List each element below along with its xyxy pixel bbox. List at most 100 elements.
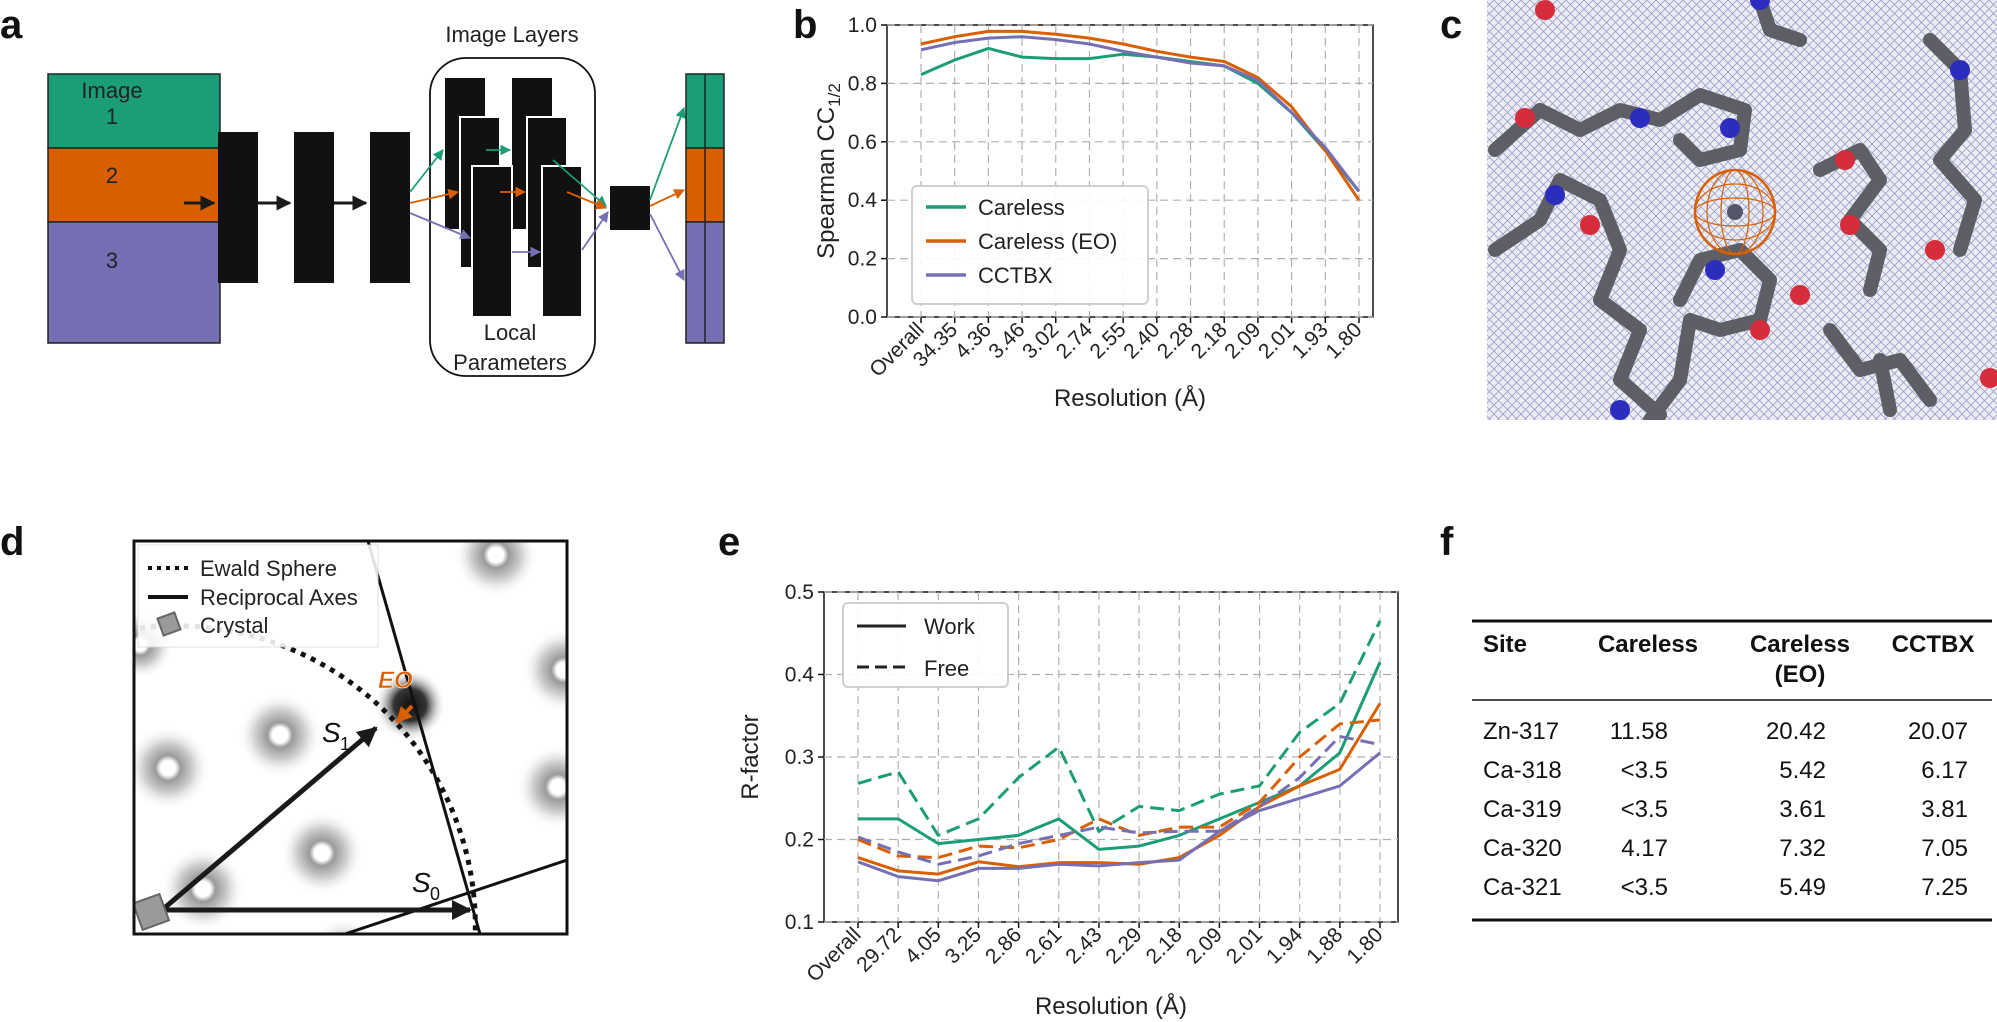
x-tick-label: 1.93 xyxy=(1288,318,1333,363)
panel-label-b: b xyxy=(793,3,817,47)
y-tick-label: 0.0 xyxy=(848,306,877,329)
legend-ewald-sphere: Ewald Sphere xyxy=(200,556,337,581)
arrow-out-green xyxy=(649,106,686,201)
eo-arrow xyxy=(395,704,414,724)
atom-markers xyxy=(1515,0,1997,420)
series-line-careless-eo-free xyxy=(857,718,1381,860)
eo-reflection-spot xyxy=(374,669,446,741)
table-cell-value: 20.07 xyxy=(1908,718,1968,745)
table-cell-value: 20.42 xyxy=(1766,718,1826,745)
table-cell-site: Ca-321 xyxy=(1483,874,1562,901)
x-tick-label: 2.09 xyxy=(1182,923,1227,968)
arrow-green-out xyxy=(552,159,607,207)
chart-e: Overall29.724.053.252.862.612.432.292.18… xyxy=(737,581,1399,1020)
chart-b: Overall34.354.363.463.022.742.552.402.28… xyxy=(813,14,1374,412)
arrow-orange-in xyxy=(409,188,460,204)
panel-label-c: c xyxy=(1440,3,1462,47)
local-params-line1: Local xyxy=(484,320,537,345)
legend-box xyxy=(911,185,1149,305)
series-line-cctbx xyxy=(920,35,1361,193)
x-tick-label: 4.05 xyxy=(901,923,946,968)
table-cell-site: Ca-318 xyxy=(1483,757,1562,784)
reflection-spot xyxy=(280,811,364,895)
table-cell-value: 4.17 xyxy=(1621,835,1668,862)
x-axis-label: Resolution (Å) xyxy=(1035,992,1187,1020)
image-layer-3a xyxy=(471,165,513,318)
s1-vector xyxy=(160,726,378,912)
zinc-ion xyxy=(1727,204,1743,220)
table-cell-value: 7.25 xyxy=(1921,874,1968,901)
legend-label: Careless xyxy=(978,195,1065,220)
table-cell-value: <3.5 xyxy=(1621,757,1668,784)
table-header-careless-eo: Careless xyxy=(1750,631,1850,658)
legend-label-free: Free xyxy=(924,656,969,681)
y-tick-label: 0.6 xyxy=(848,131,877,154)
x-tick-label: 2.18 xyxy=(1187,318,1232,363)
panel-label-d: d xyxy=(0,520,24,564)
arrow-purple-in xyxy=(409,212,471,240)
table-cell-value: 5.42 xyxy=(1779,757,1826,784)
reflection-spot xyxy=(134,726,210,810)
anomalous-density-lon-2 xyxy=(1706,169,1764,255)
x-tick-label: 2.43 xyxy=(1061,923,1106,968)
table-cell-value: 11.58 xyxy=(1610,718,1668,745)
table-cell-value: 7.05 xyxy=(1921,835,1968,862)
x-tick-label: 2.40 xyxy=(1119,318,1164,363)
table-body: Zn-317 11.58 20.42 20.07 Ca-318 <3.5 5.42 6.17 C… xyxy=(1483,718,1968,901)
reflection-spot xyxy=(238,693,322,777)
table-cell-value: 3.61 xyxy=(1779,796,1826,823)
reflection-spot xyxy=(522,628,567,712)
y-tick-label: 0.5 xyxy=(785,581,814,604)
table-cell-value: 7.32 xyxy=(1779,835,1826,862)
table-header-careless: Careless xyxy=(1598,631,1698,658)
reciprocal-axis-2 xyxy=(344,858,567,934)
x-tick-label: 2.01 xyxy=(1254,318,1299,363)
image-stack-block-2 xyxy=(47,147,221,223)
table-cell-site: Ca-319 xyxy=(1483,796,1562,823)
panel-label-e: e xyxy=(718,520,740,564)
s1-label: S xyxy=(322,717,341,748)
image-stack-label-3: 3 xyxy=(106,248,118,273)
s0-label: S xyxy=(412,867,431,898)
y-tick-label: 0.8 xyxy=(848,72,877,95)
panel-a-diagram: Image 1 2 3 Image Layers Local Parameter… xyxy=(47,22,725,377)
legend-label-work: Work xyxy=(924,614,976,639)
image-stack-block-3 xyxy=(47,221,221,344)
s1-subscript: 1 xyxy=(340,734,350,754)
reflection-spot xyxy=(516,745,567,829)
y-axis-label: R-factor xyxy=(737,714,764,799)
arrow-out-purple xyxy=(649,213,685,281)
crystal-marker xyxy=(134,892,171,932)
network-layer-1 xyxy=(218,132,258,283)
output-layer xyxy=(610,186,650,230)
image-layer-3b xyxy=(541,165,583,318)
y-tick-label: 0.2 xyxy=(785,829,814,852)
series-line-careless-eo- xyxy=(920,29,1361,202)
x-tick-label: 1.80 xyxy=(1321,318,1366,363)
legend-reciprocal-axes: Reciprocal Axes xyxy=(200,585,358,610)
image-stack-label-2: 2 xyxy=(106,163,118,188)
y-axis-label: Spearman CC1/2 xyxy=(813,83,844,259)
table-cell-site: Ca-320 xyxy=(1483,835,1562,862)
panel-d-frame xyxy=(132,539,569,936)
series-line-cctbx-work xyxy=(857,751,1381,883)
table-cell-site: Zn-317 xyxy=(1483,718,1559,745)
x-tick-label: 2.29 xyxy=(1101,923,1146,968)
residue-sticks xyxy=(1488,0,1982,420)
image-layers-box xyxy=(429,57,596,377)
x-tick-label: 1.88 xyxy=(1302,923,1347,968)
image-stack-block-1 xyxy=(47,73,221,149)
x-tick-label: 2.28 xyxy=(1153,318,1198,363)
y-tick-label: 0.2 xyxy=(848,248,877,271)
series-line-careless-free xyxy=(857,620,1382,837)
network-layer-2 xyxy=(294,132,334,283)
legend-crystal-sample xyxy=(156,611,182,637)
x-tick-label: 2.61 xyxy=(1021,923,1066,968)
x-tick-label: 2.18 xyxy=(1142,923,1187,968)
x-tick-label: 2.55 xyxy=(1086,318,1131,363)
y-tick-label: 0.3 xyxy=(785,746,814,769)
arrow-out-orange xyxy=(649,189,685,207)
y-tick-label: 0.4 xyxy=(848,189,878,212)
table-cell-value: 3.81 xyxy=(1921,796,1968,823)
